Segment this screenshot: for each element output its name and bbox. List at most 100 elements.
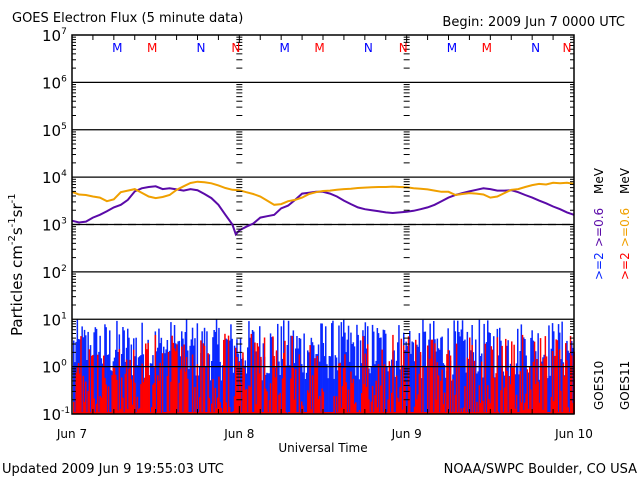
goes11-2mev-bar [355, 402, 357, 414]
goes11-2mev-bar [337, 412, 339, 414]
goes10-2mev-bar [136, 365, 139, 414]
goes11-2mev-bar [248, 385, 250, 414]
goes11-2mev-bar [413, 406, 416, 414]
goes10-2mev-bar [374, 364, 376, 414]
goes10-2mev-bar [531, 330, 533, 414]
goes10-2mev-bar [464, 339, 466, 414]
goes11-2mev-bar [551, 351, 554, 414]
goes11-2mev-bar [471, 345, 473, 414]
goes11-2mev-bar [241, 412, 243, 414]
goes11-2mev-bar [303, 412, 305, 414]
goes11-2mev-bar [260, 356, 262, 414]
goes11-2mev-bar [287, 412, 290, 414]
goes10-2mev-bar [104, 324, 106, 414]
goes10-2mev-bar [307, 350, 309, 414]
goes11-2mev-bar [117, 410, 119, 414]
goes11-2mev-bar [111, 375, 113, 414]
y-tick-label: 100 [42, 359, 67, 377]
goes11-2mev-bar [460, 408, 463, 414]
goes11-2mev-bar [452, 379, 454, 414]
goes10-2mev-bar [189, 345, 191, 414]
goes11-2mev-bar [147, 342, 149, 414]
goes11-2mev-bar [325, 412, 327, 414]
goes11-2mev-bar [171, 335, 173, 414]
goes10-2mev-bar [152, 355, 154, 414]
goes11-2mev-bar [123, 412, 125, 414]
goes11-2mev-bar [143, 377, 146, 414]
goes11-2mev-bar [137, 409, 140, 414]
goes11-2mev-bar [73, 401, 75, 414]
goes11-2mev-bar [404, 380, 406, 414]
goes10-2mev-bar [525, 355, 527, 414]
legend-goes10-unit: MeV [592, 167, 606, 194]
goes11-2mev-bar [193, 412, 195, 414]
goes10-2mev-bar [241, 358, 243, 414]
goes11-2mev-bar [217, 397, 219, 414]
goes10-2mev-bar [248, 321, 250, 414]
goes11-2mev-bar [481, 361, 483, 414]
goes10-2mev-bar [376, 328, 379, 414]
goes11-2mev-bar [265, 388, 267, 414]
goes11-2mev-bar [85, 381, 87, 414]
legend-goes10-label: GOES10 [592, 361, 606, 410]
goes11-2mev-bar [359, 412, 362, 414]
goes11-2mev-bar [119, 408, 122, 414]
goes10-2mev-bar [425, 366, 428, 414]
goes11-2mev-bar [83, 401, 86, 414]
goes11-2mev-bar [377, 364, 380, 414]
goes11-2mev-bar [220, 408, 223, 414]
goes11-2mev-bar [74, 412, 76, 414]
goes11-2mev-bar [352, 378, 355, 414]
goes10-2mev-bar [325, 326, 327, 414]
goes10-2mev-bar [117, 352, 119, 414]
goes11-2mev-bar [506, 370, 508, 414]
goes11-2mev-bar [493, 377, 495, 414]
goes11-2mev-bar [154, 335, 157, 414]
goes10-2mev-bar [221, 365, 224, 414]
goes11-2mev-bar [556, 340, 559, 414]
goes10-2mev-bar [89, 345, 92, 414]
goes10-2mev-bar [98, 351, 100, 414]
goes11-2mev-bar [335, 396, 338, 414]
goes11-2mev-bar [277, 412, 279, 414]
goes11-2mev-bar [485, 412, 488, 414]
goes11-2mev-bar [550, 397, 553, 414]
goes11-2mev-bar [394, 412, 397, 414]
goes10-2mev-bar [326, 364, 328, 414]
goes11-2mev-bar [155, 412, 158, 414]
goes11-2mev-bar [163, 412, 165, 414]
goes11-2mev-bar [363, 384, 365, 414]
goes11-2mev-bar [519, 371, 521, 414]
goes10-2mev-bar [550, 348, 553, 414]
goes10-2mev-bar [405, 341, 407, 414]
goes11-2mev-bar [203, 345, 206, 414]
goes10-2mev-bar [329, 356, 332, 414]
goes11-2mev-bar [461, 412, 464, 414]
goes11-2mev-bar [327, 412, 329, 414]
goes11-2mev-bar [518, 412, 520, 414]
goes11-2mev-bar [494, 412, 496, 414]
goes11-2mev-bar [350, 371, 352, 414]
goes10-2mev-bar [197, 375, 200, 414]
goes11-2mev-bar [459, 412, 461, 414]
goes10-2mev-bar [538, 379, 541, 414]
goes11-2mev-bar [440, 380, 442, 414]
goes11-2mev-bar [547, 412, 549, 414]
goes11-2mev-bar [367, 344, 369, 414]
goes11-2mev-bar [320, 411, 322, 414]
goes10-2mev-bar [463, 340, 465, 414]
goes10-2mev-bar [483, 323, 485, 414]
goes11-2mev-bar [375, 380, 377, 414]
goes11-2mev-bar [475, 412, 477, 414]
goes11-2mev-bar [509, 384, 512, 414]
goes11-2mev-bar [328, 412, 331, 414]
goes11-2mev-bar [458, 365, 460, 414]
goes11-2mev-bar [80, 336, 82, 414]
goes11-2mev-bar [421, 412, 423, 414]
goes10-2mev-bar [369, 373, 371, 414]
goes11-2mev-bar [185, 357, 188, 414]
goes11-2mev-bar [136, 396, 139, 414]
goes10-2mev-bar [280, 326, 283, 414]
goes11-2mev-bar [224, 333, 226, 414]
